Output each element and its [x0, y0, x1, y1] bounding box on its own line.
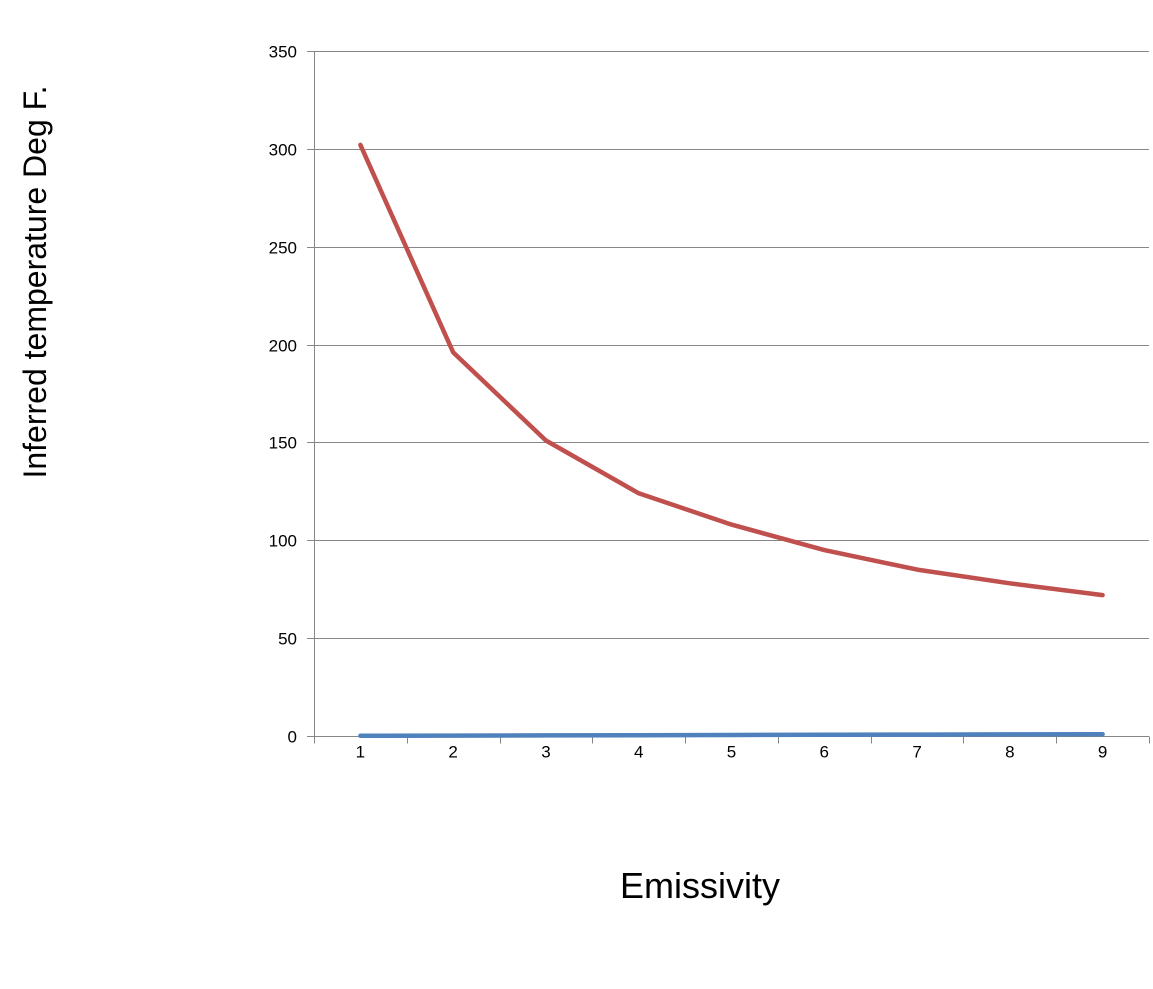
x-tick-label: 3 [541, 743, 550, 762]
y-tick-label: 0 [288, 728, 297, 747]
series-line-1 [358, 731, 1105, 739]
y-tick-label: 50 [278, 630, 297, 649]
y-tick-label: 100 [269, 532, 297, 551]
x-tick-label: 2 [448, 743, 457, 762]
x-tick-label: 6 [820, 743, 829, 762]
x-tick-label: 7 [912, 743, 921, 762]
x-tick-label: 9 [1098, 743, 1107, 762]
x-tick-label: 8 [1005, 743, 1014, 762]
y-tick-label: 350 [269, 43, 297, 62]
y-tick-label: 150 [269, 434, 297, 453]
x-tick-label: 5 [727, 743, 736, 762]
tick-labels: 0 50 100 150 200 250 300 350 1 2 3 4 5 6 7 8 9 [269, 43, 1108, 762]
y-tick-label: 250 [269, 239, 297, 258]
x-axis-title: Emissivity [620, 865, 780, 906]
gridlines [314, 51, 1149, 639]
x-tick-label: 1 [356, 743, 365, 762]
y-tick-label: 200 [269, 337, 297, 356]
y-axis-title: Inferred temperature Deg F. [17, 85, 53, 478]
series-lines [358, 142, 1105, 739]
axes [307, 51, 1150, 744]
y-tick-label: 300 [269, 141, 297, 160]
series-line-2 [358, 142, 1105, 598]
x-tick-label: 4 [634, 743, 643, 762]
